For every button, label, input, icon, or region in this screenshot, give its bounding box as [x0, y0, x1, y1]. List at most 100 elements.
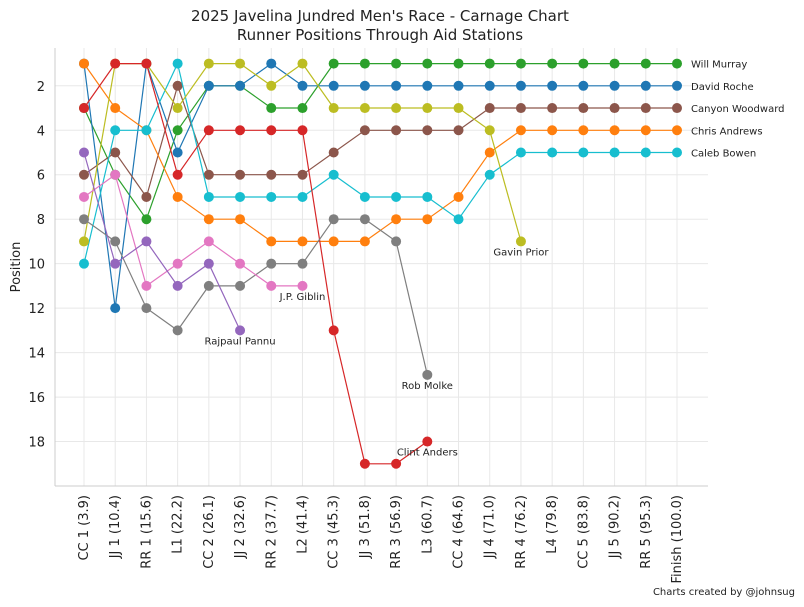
data-point-canyon-woodward: [235, 169, 246, 180]
data-point-will-murray: [515, 58, 526, 69]
annotation-rajpaul-pannu: Rajpaul Pannu: [204, 336, 275, 347]
x-tick-label: L1 (22.2): [171, 495, 186, 554]
data-point-j-p-giblin: [297, 280, 308, 291]
data-point-clint-anders: [422, 436, 433, 447]
data-point-canyon-woodward: [547, 103, 558, 114]
data-point-will-murray: [422, 58, 433, 69]
data-point-david-roche: [484, 80, 495, 91]
data-point-clint-anders: [141, 58, 152, 69]
data-point-canyon-woodward: [359, 125, 370, 136]
annotation-j-p-giblin: J.P. Giblin: [279, 292, 326, 303]
data-point-will-murray: [609, 58, 620, 69]
data-point-david-roche: [640, 80, 651, 91]
data-point-j-p-giblin: [203, 236, 214, 247]
data-point-david-roche: [578, 80, 589, 91]
x-tick-label: RR 1 (15.6): [139, 495, 154, 569]
data-point-david-roche: [328, 80, 339, 91]
data-point-caleb-bowen: [172, 58, 183, 69]
data-point-chris-andrews: [110, 103, 121, 114]
data-point-will-murray: [578, 58, 589, 69]
data-point-rob-molke: [110, 236, 121, 247]
data-point-david-roche: [422, 80, 433, 91]
data-point-caleb-bowen: [203, 191, 214, 202]
series-line-caleb-bowen: [83, 61, 677, 264]
data-point-will-murray: [172, 125, 183, 136]
data-point-caleb-bowen: [422, 191, 433, 202]
data-point-chris-andrews: [422, 214, 433, 225]
data-point-chris-andrews: [672, 125, 682, 136]
data-point-caleb-bowen: [235, 191, 246, 202]
data-point-david-roche: [172, 147, 183, 158]
y-tick-label: 8: [37, 213, 45, 228]
data-point-rob-molke: [391, 236, 402, 247]
data-point-rob-molke: [235, 280, 246, 291]
data-point-canyon-woodward: [297, 169, 308, 180]
y-tick-label: 10: [28, 258, 45, 273]
data-point-will-murray: [328, 58, 339, 69]
data-point-chris-andrews: [297, 236, 308, 247]
data-point-david-roche: [297, 80, 308, 91]
data-point-j-p-giblin: [266, 280, 277, 291]
data-point-clint-anders: [266, 125, 277, 136]
annotation-rob-molke: Rob Molke: [402, 381, 453, 392]
data-point-david-roche: [359, 80, 370, 91]
data-point-canyon-woodward: [578, 103, 589, 114]
data-point-will-murray: [640, 58, 651, 69]
data-point-will-murray: [359, 58, 370, 69]
data-point-rob-molke: [141, 303, 152, 314]
data-point-chris-andrews: [578, 125, 589, 136]
data-point-j-p-giblin: [172, 258, 183, 269]
data-point-caleb-bowen: [609, 147, 620, 158]
y-tick-label: 12: [28, 302, 45, 317]
data-point-rob-molke: [79, 214, 89, 225]
x-tick-label: JJ 1 (10.4): [108, 495, 123, 559]
data-point-gavin-prior: [266, 80, 277, 91]
data-point-caleb-bowen: [484, 169, 495, 180]
data-point-chris-andrews: [79, 58, 89, 69]
data-point-caleb-bowen: [640, 147, 651, 158]
x-ticks: CC 1 (3.9) JJ 1 (10.4) RR 1 (15.6) L1 (22.2…: [77, 495, 685, 584]
x-tick-label: RR 4 (76.2): [514, 495, 529, 569]
data-point-chris-andrews: [391, 214, 402, 225]
data-point-will-murray: [484, 58, 495, 69]
series-caleb-bowen: [79, 58, 682, 269]
data-point-rob-molke: [359, 214, 370, 225]
data-point-canyon-woodward: [422, 125, 433, 136]
x-tick-label: RR 5 (95.3): [639, 495, 654, 569]
data-point-gavin-prior: [297, 58, 308, 69]
data-point-rob-molke: [328, 214, 339, 225]
data-point-canyon-woodward: [453, 125, 464, 136]
data-point-rajpaul-pannu: [172, 280, 183, 291]
y-axis-label: Position: [9, 242, 24, 293]
data-point-gavin-prior: [484, 125, 495, 136]
x-tick-label: JJ 3 (51.8): [358, 495, 373, 559]
data-point-david-roche: [547, 80, 558, 91]
x-tick-label: CC 2 (26.1): [202, 495, 217, 569]
data-point-gavin-prior: [359, 103, 370, 114]
data-point-will-murray: [297, 103, 308, 114]
data-point-canyon-woodward: [172, 80, 183, 91]
data-point-gavin-prior: [79, 236, 89, 247]
data-point-rajpaul-pannu: [79, 147, 89, 158]
chart-subtitle: Runner Positions Through Aid Stations: [237, 26, 523, 44]
data-point-caleb-bowen: [141, 125, 152, 136]
data-point-caleb-bowen: [266, 191, 277, 202]
x-tick-label: CC 1 (3.9): [77, 495, 92, 561]
data-point-clint-anders: [203, 125, 214, 136]
data-point-chris-andrews: [172, 191, 183, 202]
data-point-rob-molke: [203, 280, 214, 291]
series-line-clint-anders: [83, 62, 428, 465]
data-point-chris-andrews: [515, 125, 526, 136]
data-point-gavin-prior: [391, 103, 402, 114]
end-label-caleb-bowen: Caleb Bowen: [691, 148, 756, 159]
data-point-will-murray: [453, 58, 464, 69]
data-point-canyon-woodward: [79, 169, 89, 180]
series-line-david-roche: [83, 62, 677, 309]
data-point-clint-anders: [235, 125, 246, 136]
data-point-david-roche: [672, 80, 682, 91]
data-point-chris-andrews: [484, 147, 495, 158]
data-point-will-murray: [141, 214, 152, 225]
end-label-chris-andrews: Chris Andrews: [691, 126, 763, 137]
data-point-clint-anders: [110, 58, 121, 69]
